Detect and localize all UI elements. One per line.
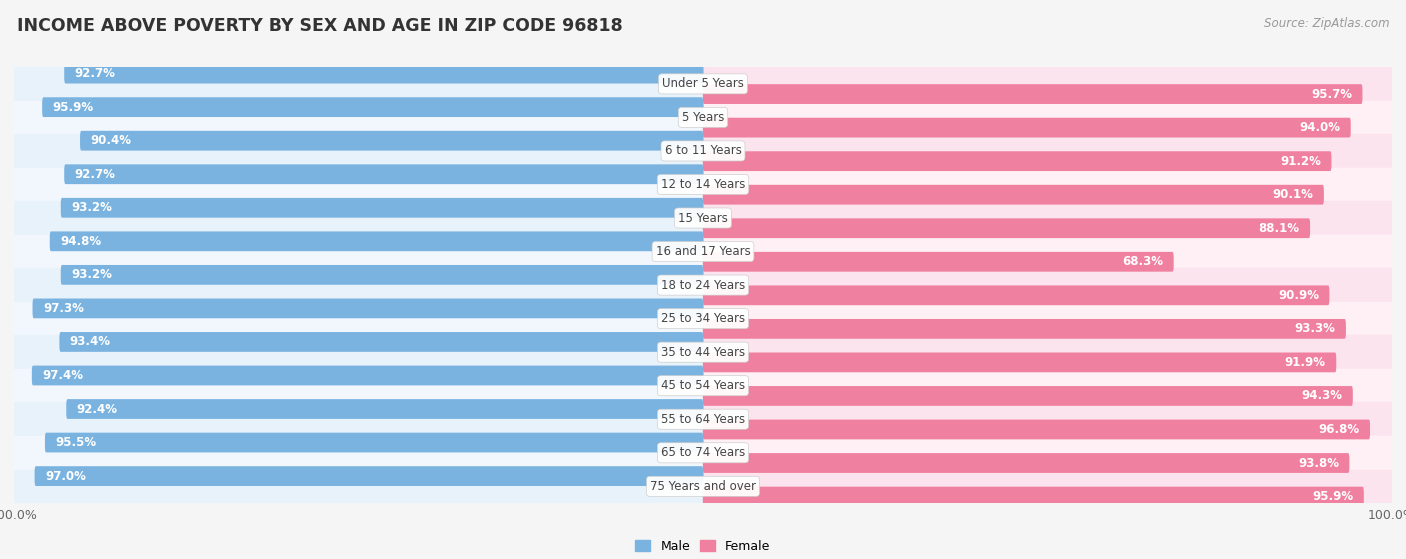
FancyBboxPatch shape bbox=[66, 399, 703, 419]
FancyBboxPatch shape bbox=[49, 231, 703, 251]
FancyBboxPatch shape bbox=[32, 299, 703, 318]
FancyBboxPatch shape bbox=[80, 131, 703, 150]
Text: 96.8%: 96.8% bbox=[1319, 423, 1360, 436]
Bar bbox=[703, 335, 1392, 369]
Bar bbox=[14, 268, 703, 302]
Text: 91.2%: 91.2% bbox=[1279, 155, 1322, 168]
Text: 55 to 64 Years: 55 to 64 Years bbox=[661, 413, 745, 426]
Bar bbox=[703, 268, 1392, 302]
Bar bbox=[14, 67, 703, 101]
Bar bbox=[703, 101, 1392, 134]
Text: 18 to 24 Years: 18 to 24 Years bbox=[661, 278, 745, 292]
FancyBboxPatch shape bbox=[60, 198, 703, 217]
Text: 94.0%: 94.0% bbox=[1299, 121, 1340, 134]
Text: 5 Years: 5 Years bbox=[682, 111, 724, 124]
FancyBboxPatch shape bbox=[60, 265, 703, 285]
Text: 94.3%: 94.3% bbox=[1302, 390, 1343, 402]
Text: 15 Years: 15 Years bbox=[678, 211, 728, 225]
Text: 97.4%: 97.4% bbox=[42, 369, 83, 382]
Text: 68.3%: 68.3% bbox=[1122, 255, 1163, 268]
FancyBboxPatch shape bbox=[45, 433, 703, 452]
Text: 92.7%: 92.7% bbox=[75, 67, 115, 80]
Bar bbox=[14, 302, 703, 335]
Bar bbox=[703, 302, 1392, 335]
Text: 94.8%: 94.8% bbox=[60, 235, 101, 248]
Text: 92.4%: 92.4% bbox=[77, 402, 118, 415]
Text: 75 Years and over: 75 Years and over bbox=[650, 480, 756, 493]
Bar bbox=[703, 168, 1392, 201]
FancyBboxPatch shape bbox=[703, 185, 1324, 205]
FancyBboxPatch shape bbox=[703, 453, 1350, 473]
FancyBboxPatch shape bbox=[703, 118, 1351, 138]
Text: 35 to 44 Years: 35 to 44 Years bbox=[661, 345, 745, 359]
FancyBboxPatch shape bbox=[35, 466, 703, 486]
Text: 95.9%: 95.9% bbox=[1312, 490, 1354, 503]
Text: 90.9%: 90.9% bbox=[1278, 289, 1319, 302]
FancyBboxPatch shape bbox=[703, 386, 1353, 406]
Text: 45 to 54 Years: 45 to 54 Years bbox=[661, 379, 745, 392]
Bar bbox=[14, 168, 703, 201]
Legend: Male, Female: Male, Female bbox=[630, 535, 776, 558]
FancyBboxPatch shape bbox=[32, 366, 703, 385]
Text: 90.4%: 90.4% bbox=[90, 134, 132, 147]
FancyBboxPatch shape bbox=[703, 319, 1346, 339]
FancyBboxPatch shape bbox=[703, 286, 1330, 305]
Bar bbox=[14, 134, 703, 168]
Bar bbox=[14, 436, 703, 470]
Bar bbox=[703, 67, 1392, 101]
Bar bbox=[14, 335, 703, 369]
Bar bbox=[14, 369, 703, 402]
Text: 90.1%: 90.1% bbox=[1272, 188, 1313, 201]
Bar bbox=[14, 101, 703, 134]
FancyBboxPatch shape bbox=[703, 420, 1369, 439]
FancyBboxPatch shape bbox=[59, 332, 703, 352]
FancyBboxPatch shape bbox=[703, 151, 1331, 171]
Bar bbox=[703, 402, 1392, 436]
Bar bbox=[703, 436, 1392, 470]
Text: 97.3%: 97.3% bbox=[44, 302, 84, 315]
Text: 92.7%: 92.7% bbox=[75, 168, 115, 181]
Text: 93.3%: 93.3% bbox=[1295, 323, 1336, 335]
Text: 93.8%: 93.8% bbox=[1298, 457, 1339, 470]
Text: 88.1%: 88.1% bbox=[1258, 222, 1299, 235]
Bar bbox=[14, 470, 703, 503]
Text: 25 to 34 Years: 25 to 34 Years bbox=[661, 312, 745, 325]
Text: Under 5 Years: Under 5 Years bbox=[662, 77, 744, 91]
FancyBboxPatch shape bbox=[65, 64, 703, 83]
FancyBboxPatch shape bbox=[703, 353, 1336, 372]
Text: Source: ZipAtlas.com: Source: ZipAtlas.com bbox=[1264, 17, 1389, 30]
Bar bbox=[14, 235, 703, 268]
Text: 93.2%: 93.2% bbox=[72, 268, 112, 281]
Text: 65 to 74 Years: 65 to 74 Years bbox=[661, 446, 745, 459]
Text: INCOME ABOVE POVERTY BY SEX AND AGE IN ZIP CODE 96818: INCOME ABOVE POVERTY BY SEX AND AGE IN Z… bbox=[17, 17, 623, 35]
Text: 93.4%: 93.4% bbox=[70, 335, 111, 348]
Text: 95.7%: 95.7% bbox=[1310, 88, 1353, 101]
Text: 97.0%: 97.0% bbox=[45, 470, 86, 482]
Bar bbox=[703, 369, 1392, 402]
Bar bbox=[703, 235, 1392, 268]
Text: 93.2%: 93.2% bbox=[72, 201, 112, 214]
Text: 95.5%: 95.5% bbox=[55, 436, 97, 449]
FancyBboxPatch shape bbox=[703, 252, 1174, 272]
Text: 12 to 14 Years: 12 to 14 Years bbox=[661, 178, 745, 191]
Bar bbox=[14, 201, 703, 235]
Text: 6 to 11 Years: 6 to 11 Years bbox=[665, 144, 741, 158]
FancyBboxPatch shape bbox=[42, 97, 703, 117]
Text: 16 and 17 Years: 16 and 17 Years bbox=[655, 245, 751, 258]
Text: 91.9%: 91.9% bbox=[1285, 356, 1326, 369]
FancyBboxPatch shape bbox=[703, 84, 1362, 104]
Text: 95.9%: 95.9% bbox=[52, 101, 94, 113]
FancyBboxPatch shape bbox=[65, 164, 703, 184]
Bar bbox=[14, 402, 703, 436]
Bar bbox=[703, 470, 1392, 503]
FancyBboxPatch shape bbox=[703, 219, 1310, 238]
FancyBboxPatch shape bbox=[703, 487, 1364, 506]
Bar bbox=[703, 134, 1392, 168]
Bar bbox=[703, 201, 1392, 235]
